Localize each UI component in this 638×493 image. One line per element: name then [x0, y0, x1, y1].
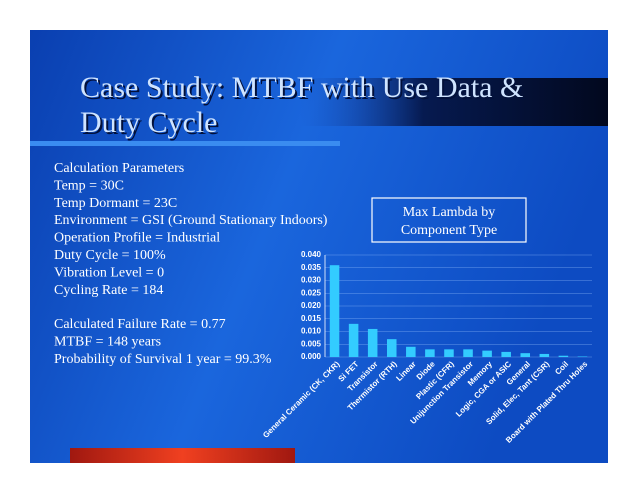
parameter-line: Calculation Parameters: [54, 161, 184, 176]
bar: [386, 339, 397, 357]
bar: [520, 353, 531, 357]
y-tick-label: 0.015: [301, 314, 322, 323]
parameter-line: Duty Cycle = 100%: [54, 248, 166, 263]
parameter-line: Cycling Rate = 184: [54, 283, 163, 298]
bar: [329, 265, 340, 357]
bar: [539, 353, 550, 357]
bar: [348, 323, 359, 357]
y-tick-label: 0.005: [301, 339, 322, 348]
chart-title: Max Lambda by: [403, 205, 496, 220]
bar: [558, 355, 569, 357]
parameter-line: Temp = 30C: [54, 178, 124, 193]
chart-title: Component Type: [401, 223, 497, 238]
footer-bar: [70, 448, 295, 463]
chart-title-box: [371, 197, 527, 243]
y-tick-label: 0.025: [301, 288, 322, 297]
bar: [501, 351, 511, 357]
bar: [463, 349, 473, 357]
result-line: MTBF = 148 years: [54, 334, 161, 349]
y-tick-label: 0.030: [301, 276, 322, 285]
title-shadow: Duty Cycle: [82, 108, 219, 141]
y-tick-label: 0.010: [301, 327, 322, 336]
bar: [482, 350, 492, 357]
parameter-line: Operation Profile = Industrial: [54, 231, 220, 246]
bar: [367, 328, 378, 357]
result-line: Probability of Survival 1 year = 99.3%: [54, 352, 272, 367]
bar: [406, 346, 416, 357]
title-shadow: Case Study: MTBF with Use Data &: [82, 73, 525, 106]
parameter-line: Environment = GSI (Ground Stationary Ind…: [54, 213, 328, 228]
result-line: Calculated Failure Rate = 0.77: [54, 317, 226, 332]
slide-title: Case Study: MTBF with Use Data &: [80, 71, 523, 104]
title-rule: [30, 141, 340, 146]
y-tick-label: 0.000: [301, 352, 322, 361]
y-tick-label: 0.040: [301, 250, 322, 259]
title-band: [300, 78, 608, 126]
parameter-line: Temp Dormant = 23C: [54, 196, 177, 211]
bar: [444, 349, 454, 357]
bar: [425, 349, 435, 357]
y-tick-label: 0.035: [301, 263, 322, 272]
parameter-line: Vibration Level = 0: [54, 265, 164, 280]
y-tick-label: 0.020: [301, 301, 322, 310]
bar: [577, 356, 588, 357]
slide-title: Duty Cycle: [80, 106, 217, 139]
